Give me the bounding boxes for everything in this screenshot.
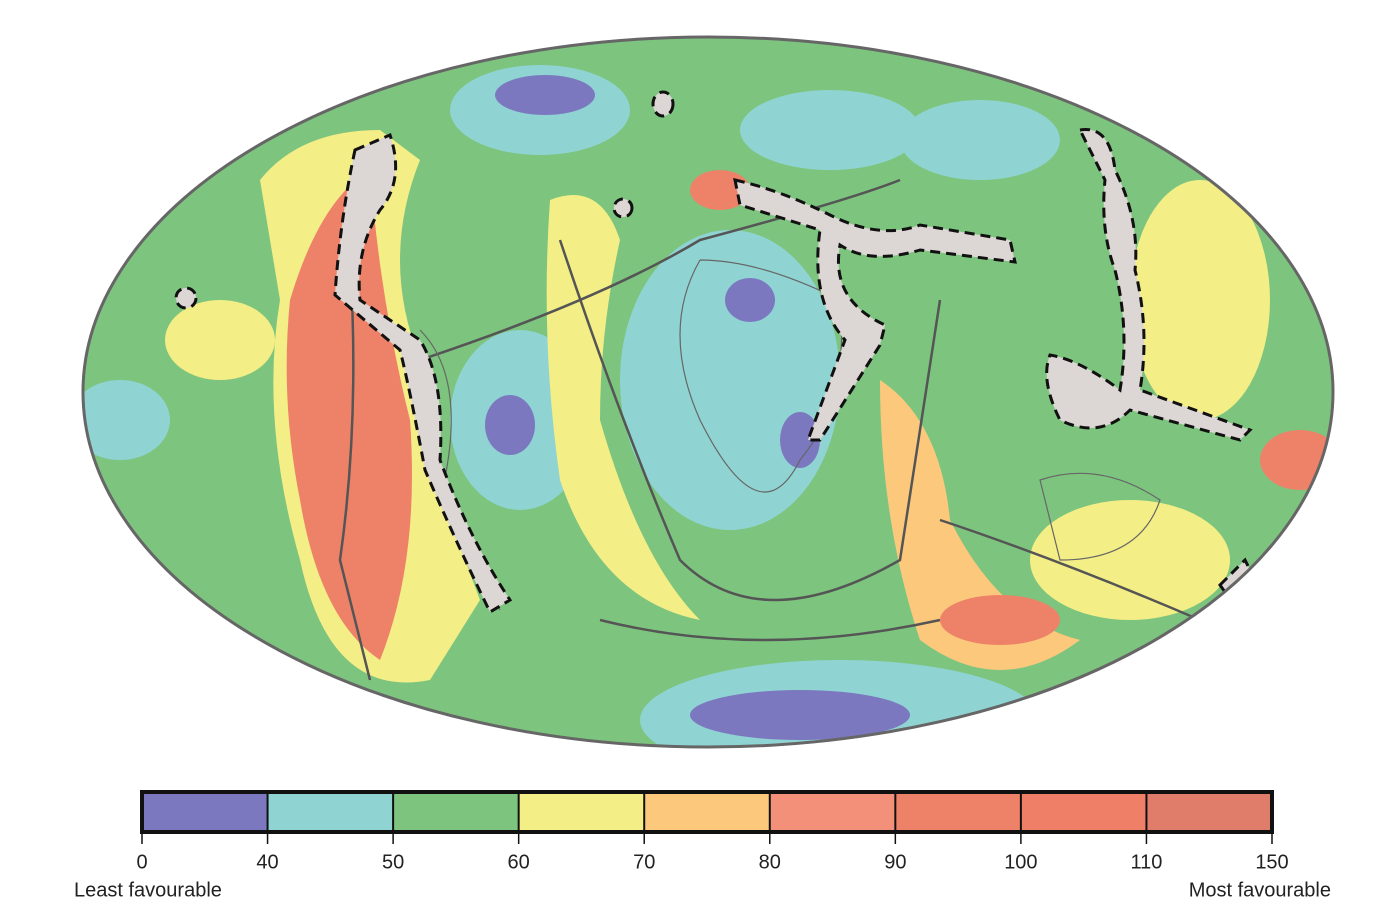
colorbar-segment (1020, 792, 1147, 832)
colorbar-segment (393, 792, 519, 832)
colorbar: 0 40 50 60 70 80 90 100 110 150 Least favourable Mo… (74, 790, 1331, 901)
colorbar-segment (644, 792, 770, 832)
tick-label: 90 (884, 851, 906, 873)
tick-label: 60 (508, 851, 530, 873)
tick-label: 0 (136, 851, 147, 873)
tick-label: 100 (1004, 851, 1037, 873)
tick-label: 150 (1255, 851, 1288, 873)
map (83, 37, 1333, 747)
colorbar-segment (769, 792, 896, 832)
colorbar-segment (518, 792, 645, 832)
tick-label: 70 (633, 851, 655, 873)
tick-label: 110 (1130, 851, 1162, 873)
colorbar-segment (895, 792, 1021, 832)
colorbar-segment (142, 792, 268, 832)
tick-label: 40 (256, 851, 278, 873)
colorbar-segment (267, 792, 394, 832)
map-outline (81, 35, 1335, 749)
low-label: Least favourable (74, 879, 222, 901)
colorbar-segment (1146, 792, 1272, 832)
tick-label: 80 (759, 851, 781, 873)
high-label: Most favourable (1189, 879, 1331, 901)
colorbar-frame (140, 790, 1274, 834)
tick-label: 50 (382, 851, 404, 873)
